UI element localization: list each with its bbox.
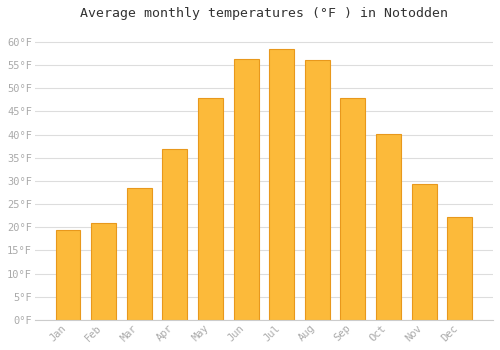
Bar (234, 59, 258, 320)
Bar (376, 134, 401, 320)
Bar (269, 49, 294, 320)
Bar (91, 223, 116, 320)
Bar (340, 98, 365, 320)
Title: Average monthly temperatures (°F ) in Notodden: Average monthly temperatures (°F ) in No… (80, 7, 448, 20)
Bar (412, 184, 436, 320)
Bar (198, 98, 223, 320)
Bar (56, 230, 80, 320)
Bar (162, 148, 188, 320)
Bar (127, 188, 152, 320)
Bar (305, 60, 330, 320)
Bar (448, 217, 472, 320)
